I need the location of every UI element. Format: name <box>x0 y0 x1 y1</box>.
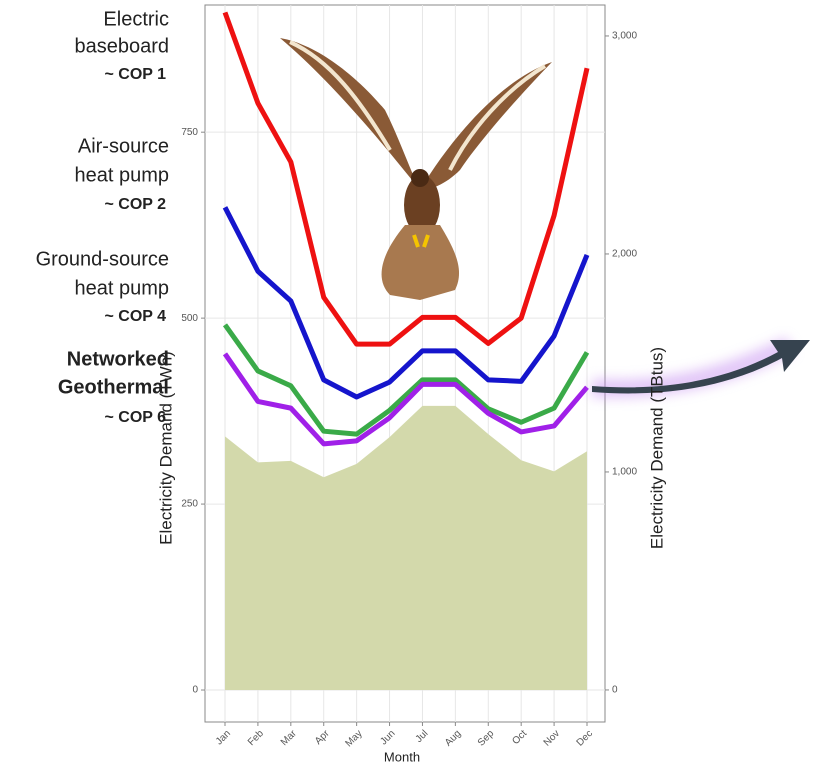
y-axis-title: Electricity Demand (TWh) <box>156 351 175 545</box>
x-tick-label: Dec <box>575 728 595 748</box>
legend-note: ~ COP 2 <box>104 196 166 213</box>
legend-label: Networked <box>67 348 169 370</box>
x-tick-label: Mar <box>279 728 299 748</box>
legend-label: Geothermal <box>58 376 169 398</box>
line <box>222 352 589 447</box>
legend-label: Electric <box>103 8 169 30</box>
x-tick-label: Oct <box>510 728 529 747</box>
y-tick-label: 0 <box>192 685 198 696</box>
y2-tick-label: 1,000 <box>612 467 637 478</box>
x-tick-label: May <box>343 728 364 749</box>
y-tick-label: 500 <box>181 313 198 324</box>
line <box>222 323 590 437</box>
x-tick-label: Aug <box>443 728 463 748</box>
legend-label: Ground-source <box>36 248 169 270</box>
legend-note: ~ COP 1 <box>104 66 166 83</box>
line <box>222 206 590 400</box>
x-tick-label: Jul <box>414 728 431 745</box>
x-tick-label: Jun <box>378 728 397 747</box>
y-tick-label: 750 <box>181 127 198 138</box>
legend-label: heat pump <box>74 164 169 186</box>
y2-axis-title: Electricity Demand (TBtus) <box>647 347 666 549</box>
legend-label: baseboard <box>74 35 169 57</box>
line <box>222 11 590 347</box>
x-axis-title: Month <box>384 749 420 764</box>
y2-tick-label: 2,000 <box>612 249 637 260</box>
legend-note: ~ COP 4 <box>104 308 166 325</box>
legend-label: heat pump <box>74 277 169 299</box>
x-tick-label: Apr <box>313 728 332 747</box>
legend-note: ~ COP 6 <box>104 409 166 426</box>
x-tick-label: Nov <box>542 728 562 748</box>
hawk <box>280 38 552 300</box>
y-tick-label: 250 <box>181 499 198 510</box>
y2-tick-label: 3,000 <box>612 31 637 42</box>
x-tick-label: Jan <box>214 728 233 747</box>
arrow <box>591 336 810 398</box>
legend-label: Air-source <box>78 135 169 157</box>
x-tick-label: Sep <box>476 728 497 749</box>
area <box>225 405 587 691</box>
x-tick-label: Feb <box>246 728 266 748</box>
y2-tick-label: 0 <box>612 685 618 696</box>
